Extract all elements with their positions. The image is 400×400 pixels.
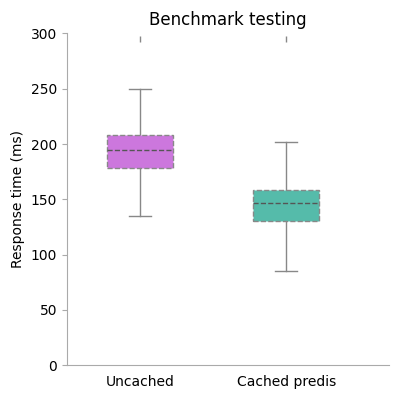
Bar xyxy=(107,135,173,168)
Y-axis label: Response time (ms): Response time (ms) xyxy=(11,130,25,268)
Bar xyxy=(254,190,319,222)
Title: Benchmark testing: Benchmark testing xyxy=(149,11,307,29)
